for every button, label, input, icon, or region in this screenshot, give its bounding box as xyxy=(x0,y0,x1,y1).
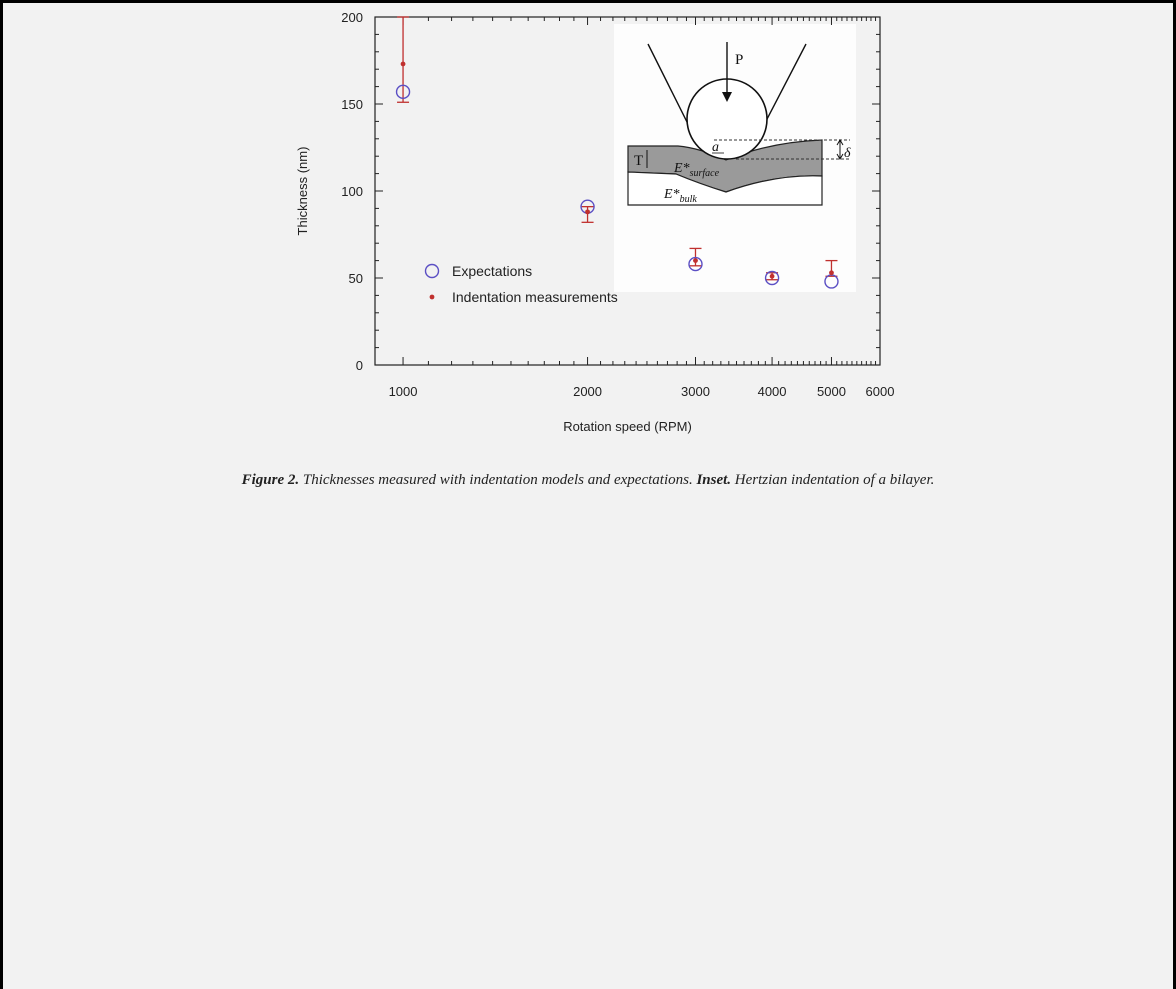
legend-measurements-marker xyxy=(429,294,435,300)
load-arrow-head xyxy=(722,92,732,102)
measurement-point xyxy=(693,258,698,263)
y-tick-label: 0 xyxy=(356,358,363,373)
expectation-point xyxy=(764,270,780,286)
figure-caption: Figure 2. Thicknesses measured with inde… xyxy=(0,472,1176,489)
bulk-layer xyxy=(627,171,823,206)
expectation-point xyxy=(688,256,703,272)
y-tick-label: 50 xyxy=(349,271,363,286)
inset-depth-label: δ xyxy=(844,146,851,161)
x-axis-label: Rotation speed (RPM) xyxy=(563,419,692,434)
legend-expectations-label: Expectations xyxy=(452,263,532,279)
measurement-point xyxy=(829,270,834,276)
x-tick-label: 1000 xyxy=(389,384,418,399)
x-tick-label: 3000 xyxy=(681,384,710,399)
x-tick-label: 6000 xyxy=(866,384,895,399)
measurement-point xyxy=(585,209,590,215)
y-tick-label: 200 xyxy=(341,10,363,25)
inset-thickness-label: T xyxy=(634,153,643,169)
y-tick-label: 150 xyxy=(341,97,363,112)
expectation-point xyxy=(395,84,411,100)
x-tick-label: 5000 xyxy=(817,384,846,399)
inset-contact-label: a xyxy=(712,140,719,155)
inset-surface-subscript: surface xyxy=(690,168,720,179)
inset-load-label: P xyxy=(735,52,743,68)
axis-tick-labels: 0 50 100 150 200 1000 2000 3000 4000 5000 6000 xyxy=(341,10,894,399)
caption-figure-label: Figure 2. xyxy=(241,472,300,488)
inset-bulk-subscript: bulk xyxy=(680,194,698,205)
x-tick-label: 2000 xyxy=(573,384,602,399)
axis-ticks xyxy=(375,16,881,366)
caption-inset-text: Hertzian indentation of a bilayer. xyxy=(731,472,935,488)
x-tick-label: 4000 xyxy=(758,384,787,399)
y-tick-label: 100 xyxy=(341,184,363,199)
y-axis-label: Thickness (nm) xyxy=(295,147,310,236)
data-marks xyxy=(395,16,839,289)
depth-arrow-bottom xyxy=(836,153,844,160)
depth-arrow-top xyxy=(836,139,844,146)
legend-measurements-label: Indentation measurements xyxy=(452,289,618,305)
legend-expectations-marker xyxy=(424,263,440,279)
legend: Expectations Indentation measurements xyxy=(424,263,618,305)
measurement-point xyxy=(400,61,406,67)
measurement-point xyxy=(769,273,775,279)
caption-inset-label: Inset. xyxy=(696,472,732,488)
caption-figure-text: Thicknesses measured with indentation mo… xyxy=(299,472,697,488)
